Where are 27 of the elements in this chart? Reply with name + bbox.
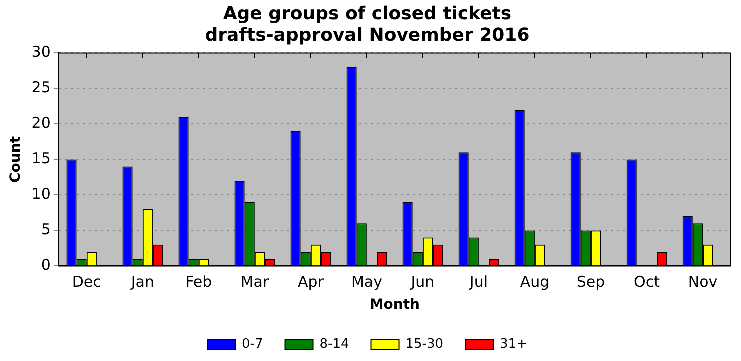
x-tick-label: Aug (520, 273, 550, 292)
x-tick-label: Apr (298, 273, 325, 292)
legend-label: 15-30 (406, 336, 444, 352)
x-tick-label: Jun (410, 273, 435, 292)
y-axis-title: Count (8, 136, 24, 183)
chart-subtitle: drafts-approval November 2016 (205, 25, 530, 46)
x-tick-label: Jan (130, 273, 154, 292)
y-tick-label: 20 (32, 114, 51, 132)
y-tick-label: 0 (41, 256, 51, 274)
chart-title: Age groups of closed tickets (223, 3, 512, 24)
x-tick-label: Nov (688, 273, 718, 292)
legend-label: 31+ (500, 336, 528, 352)
x-tick-label: Jul (468, 273, 488, 292)
x-tick-label: May (351, 273, 383, 292)
x-axis-title: Month (370, 297, 420, 314)
y-tick-label: 15 (32, 150, 51, 168)
x-tick-label: Mar (240, 273, 270, 292)
x-tick-label: Sep (576, 273, 606, 292)
legend-label: 8-14 (320, 336, 350, 352)
y-tick-label: 10 (32, 185, 51, 204)
y-tick-label: 30 (32, 43, 51, 62)
y-tick-label: 5 (41, 220, 51, 239)
x-tick-label: Dec (72, 273, 102, 292)
x-tick-label: Oct (634, 273, 660, 292)
x-tick-label: Feb (186, 273, 212, 292)
y-tick-label: 25 (32, 78, 51, 97)
legend-label: 0-7 (242, 336, 264, 352)
